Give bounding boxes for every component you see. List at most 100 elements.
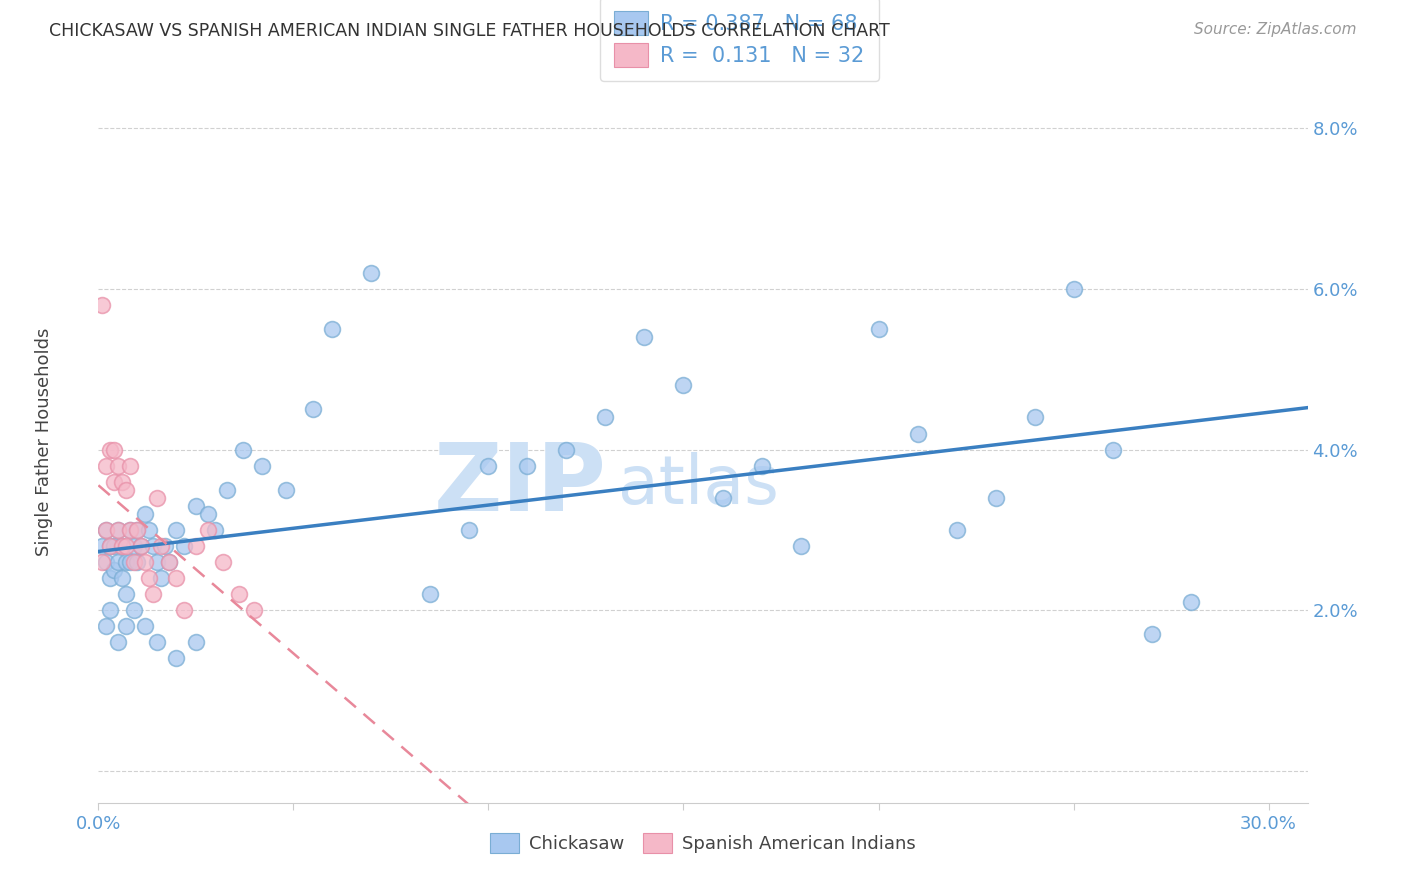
Point <box>107 458 129 473</box>
Text: ZIP: ZIP <box>433 439 606 531</box>
Point <box>751 458 773 473</box>
Point <box>302 402 325 417</box>
Point <box>107 555 129 569</box>
Point <box>111 539 134 553</box>
Point <box>131 539 153 553</box>
Point <box>243 603 266 617</box>
Point <box>252 458 274 473</box>
Point <box>555 442 578 457</box>
Point <box>142 587 165 601</box>
Point <box>96 523 118 537</box>
Point <box>173 603 195 617</box>
Point <box>103 539 125 553</box>
Point <box>107 523 129 537</box>
Point <box>111 539 134 553</box>
Point <box>122 603 145 617</box>
Point <box>114 555 136 569</box>
Point <box>134 507 156 521</box>
Point <box>477 458 499 473</box>
Text: atlas: atlas <box>619 452 779 518</box>
Point <box>103 442 125 457</box>
Point <box>945 523 967 537</box>
Point <box>103 563 125 577</box>
Point <box>1063 282 1085 296</box>
Point <box>118 523 141 537</box>
Point <box>321 322 343 336</box>
Point <box>516 458 538 473</box>
Point <box>118 555 141 569</box>
Point <box>711 491 734 505</box>
Point <box>274 483 297 497</box>
Point <box>91 539 114 553</box>
Point <box>217 483 239 497</box>
Text: Source: ZipAtlas.com: Source: ZipAtlas.com <box>1194 22 1357 37</box>
Point <box>868 322 890 336</box>
Point <box>114 539 136 553</box>
Point <box>165 571 187 585</box>
Point <box>118 523 141 537</box>
Point <box>360 266 382 280</box>
Point <box>114 619 136 633</box>
Point <box>138 571 160 585</box>
Point <box>146 491 169 505</box>
Point <box>118 458 141 473</box>
Point <box>197 523 219 537</box>
Point <box>107 635 129 649</box>
Point <box>98 571 121 585</box>
Point <box>907 426 929 441</box>
Point <box>149 539 172 553</box>
Point <box>197 507 219 521</box>
Text: CHICKASAW VS SPANISH AMERICAN INDIAN SINGLE FATHER HOUSEHOLDS CORRELATION CHART: CHICKASAW VS SPANISH AMERICAN INDIAN SIN… <box>49 22 890 40</box>
Text: Single Father Households: Single Father Households <box>35 327 53 556</box>
Point <box>96 523 118 537</box>
Point <box>111 571 134 585</box>
Point <box>165 651 187 665</box>
Point <box>98 539 121 553</box>
Point <box>173 539 195 553</box>
Point <box>1101 442 1123 457</box>
Point <box>1024 410 1046 425</box>
Point <box>98 539 121 553</box>
Point <box>672 378 695 392</box>
Point <box>184 635 207 649</box>
Point <box>153 539 176 553</box>
Point <box>114 483 136 497</box>
Point <box>122 555 145 569</box>
Point <box>114 587 136 601</box>
Point <box>96 555 118 569</box>
Point <box>232 442 254 457</box>
Point <box>142 539 165 553</box>
Point <box>789 539 811 553</box>
Point <box>134 619 156 633</box>
Point <box>204 523 226 537</box>
Point <box>96 619 118 633</box>
Point <box>1180 595 1202 609</box>
Point <box>134 555 156 569</box>
Point <box>633 330 655 344</box>
Legend: Chickasaw, Spanish American Indians: Chickasaw, Spanish American Indians <box>477 820 929 866</box>
Point <box>91 298 114 312</box>
Point <box>458 523 481 537</box>
Point <box>595 410 617 425</box>
Point <box>157 555 180 569</box>
Point <box>212 555 235 569</box>
Point <box>419 587 441 601</box>
Point <box>96 458 118 473</box>
Point <box>146 635 169 649</box>
Point <box>91 555 114 569</box>
Point <box>165 523 187 537</box>
Point <box>138 523 160 537</box>
Point <box>122 539 145 553</box>
Point <box>127 555 149 569</box>
Point <box>98 442 121 457</box>
Point <box>131 539 153 553</box>
Point <box>103 475 125 489</box>
Point <box>184 539 207 553</box>
Point <box>146 555 169 569</box>
Point <box>184 499 207 513</box>
Point <box>157 555 180 569</box>
Point <box>98 603 121 617</box>
Point <box>111 475 134 489</box>
Point <box>127 523 149 537</box>
Point <box>984 491 1007 505</box>
